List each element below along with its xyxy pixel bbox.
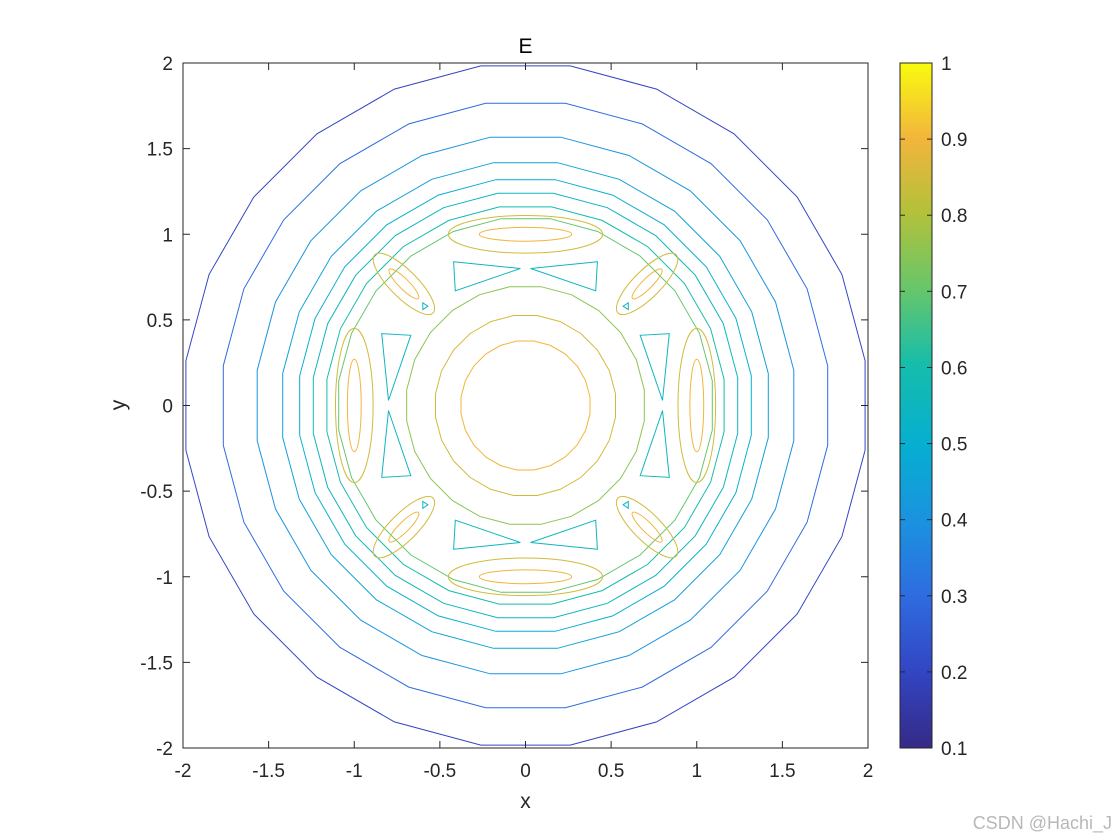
y-tick-label: -1 [156, 568, 173, 589]
x-axis-label: x [520, 790, 531, 813]
contour-island-3 [478, 569, 573, 585]
colorbar: 1 0.9 0.8 0.7 0.6 0.5 0.4 0.3 0.2 0.1 [899, 54, 968, 760]
y-tick-label: -1.5 [140, 653, 173, 674]
y-tick-label: 2 [162, 54, 173, 75]
plot-area [183, 63, 868, 748]
contour-valley-3 [530, 519, 598, 550]
x-tick-label: -2 [175, 761, 192, 782]
x-tick-label: 0.5 [598, 761, 624, 782]
contour-lines [185, 65, 866, 746]
colorbar-tick-label: 0.1 [941, 739, 967, 760]
contour-ring-9 [435, 315, 616, 496]
contour-valley-8 [422, 301, 429, 311]
x-tick-label: -1.5 [252, 761, 285, 782]
y-tick-label: 1.5 [147, 140, 173, 161]
contour-valley-11 [622, 500, 629, 510]
colorbar-tick-label: 0.9 [941, 130, 967, 151]
x-tick-label: 0 [520, 761, 531, 782]
contour-ring-8 [406, 286, 645, 525]
contour-valley-9 [622, 301, 629, 311]
contour-ring-7 [338, 218, 713, 593]
watermark-text: CSDN @Hachi_J [972, 813, 1112, 833]
y-axis-label: y [107, 399, 130, 410]
contour-ring-2 [256, 136, 795, 675]
contour-ring-0 [185, 65, 866, 746]
contour-island-9 [631, 268, 663, 300]
contour-island-1 [478, 226, 573, 242]
contour-ring-5 [312, 192, 739, 619]
contour-island-8 [615, 252, 679, 316]
colorbar-tick-label: 0.6 [941, 358, 967, 379]
y-tick-label: 1 [162, 225, 173, 246]
contour-island-13 [631, 511, 663, 543]
x-tick-label: 2 [863, 761, 874, 782]
contour-ring-1 [222, 102, 829, 709]
contour-valley-0 [453, 261, 521, 292]
contour-island-5 [689, 358, 705, 453]
x-tick-label: -1 [346, 761, 363, 782]
contour-island-10 [372, 252, 436, 316]
contour-island-14 [372, 495, 436, 559]
colorbar-ticks: 1 0.9 0.8 0.7 0.6 0.5 0.4 0.3 0.2 0.1 [900, 54, 968, 760]
contour-island-7 [346, 358, 362, 453]
contour-valley-1 [530, 261, 598, 292]
contour-island-6 [335, 327, 374, 484]
chart-title: E [518, 35, 532, 58]
contour-island-11 [388, 268, 420, 300]
y-tick-label: 0 [162, 397, 173, 418]
x-tick-label: -0.5 [424, 761, 457, 782]
y-axis-ticks: 2 1.5 1 0.5 0 -0.5 -1 -1.5 -2 [140, 54, 868, 760]
colorbar-tick-label: 0.2 [941, 663, 967, 684]
contour-ring-3 [282, 162, 769, 649]
colorbar-tick-label: 0.3 [941, 587, 967, 608]
y-tick-label: -2 [156, 739, 173, 760]
contour-ring-10 [460, 340, 591, 471]
x-tick-label: 1 [691, 761, 702, 782]
contour-valley-2 [453, 519, 521, 550]
contour-valley-5 [381, 333, 412, 401]
contour-island-15 [388, 511, 420, 543]
colorbar-tick-label: 0.7 [941, 282, 967, 303]
contour-island-12 [615, 495, 679, 559]
contour-valley-4 [639, 333, 670, 401]
contour-island-0 [447, 215, 604, 254]
colorbar-tick-label: 0.8 [941, 206, 967, 227]
contour-valley-7 [381, 410, 412, 478]
contour-island-4 [677, 327, 717, 484]
colorbar-tick-label: 1 [941, 54, 952, 75]
contour-ring-6 [326, 206, 725, 605]
x-axis-ticks: -2 -1.5 -1 -0.5 0 0.5 1 1.5 2 [175, 63, 874, 782]
colorbar-tick-label: 0.4 [941, 511, 968, 532]
contour-island-2 [447, 557, 604, 597]
contour-valley-6 [639, 410, 670, 478]
colorbar-tick-label: 0.5 [941, 435, 967, 456]
contour-ring-4 [299, 179, 752, 632]
y-tick-label: -0.5 [140, 482, 173, 503]
y-tick-label: 0.5 [147, 311, 173, 332]
colorbar-gradient [899, 62, 933, 749]
x-tick-label: 1.5 [769, 761, 795, 782]
contour-valley-10 [422, 500, 429, 510]
